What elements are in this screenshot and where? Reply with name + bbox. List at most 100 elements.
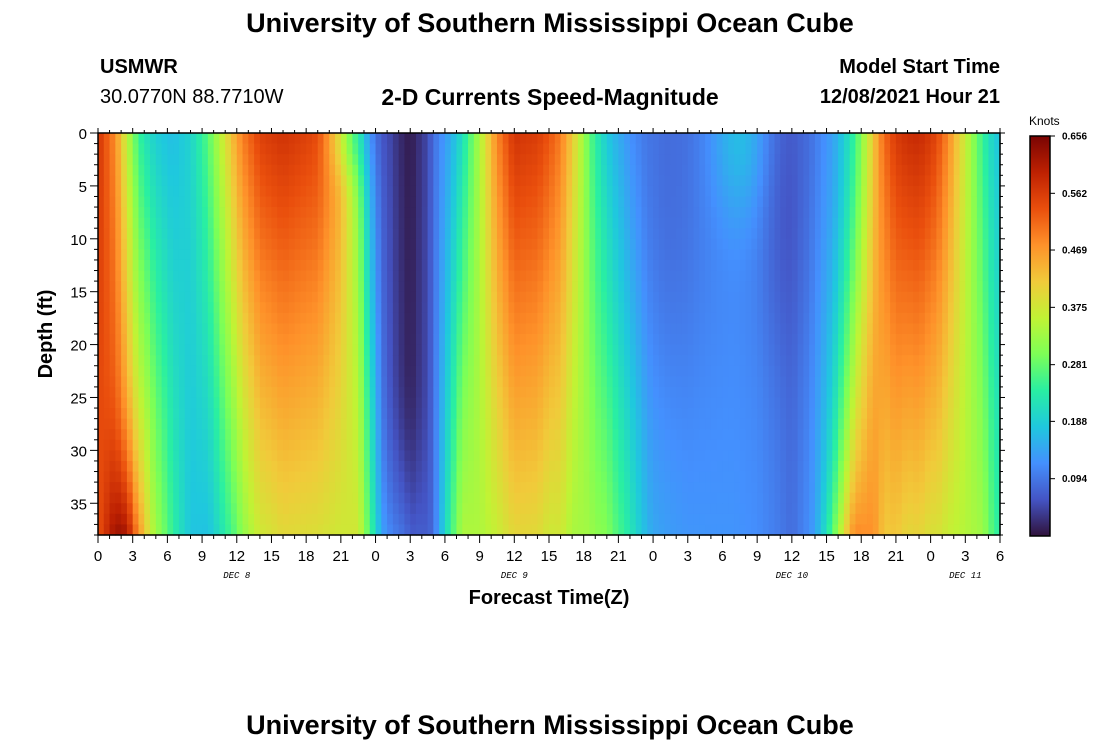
heatmap-cell bbox=[173, 418, 180, 430]
heatmap-cell bbox=[751, 334, 758, 346]
heatmap-cell bbox=[647, 450, 654, 462]
heatmap-cell bbox=[178, 450, 186, 462]
heatmap-cell bbox=[525, 397, 533, 409]
heatmap-cell bbox=[693, 408, 700, 420]
heatmap-cell bbox=[496, 397, 504, 409]
heatmap-cell bbox=[126, 249, 134, 261]
heatmap-cell bbox=[479, 439, 486, 451]
heatmap-cell bbox=[745, 513, 752, 526]
heatmap-cell bbox=[213, 291, 221, 303]
heatmap-cell bbox=[618, 207, 625, 219]
heatmap-cell bbox=[196, 386, 203, 399]
heatmap-cell bbox=[491, 323, 498, 335]
heatmap-cell bbox=[254, 429, 261, 441]
heatmap-cell bbox=[814, 513, 822, 526]
heatmap-cell bbox=[294, 291, 301, 303]
heatmap-cell bbox=[751, 143, 758, 155]
heatmap-cell bbox=[375, 418, 382, 430]
heatmap-cell bbox=[514, 185, 521, 198]
heatmap-cell bbox=[786, 249, 793, 261]
heatmap-cell bbox=[485, 249, 492, 261]
heatmap-cell bbox=[416, 164, 423, 176]
heatmap-cell bbox=[820, 185, 828, 198]
heatmap-cell bbox=[219, 482, 226, 494]
heatmap-cell bbox=[323, 471, 330, 483]
heatmap-cell bbox=[710, 482, 718, 494]
heatmap-cell bbox=[554, 503, 562, 515]
heatmap-cell bbox=[230, 334, 238, 346]
heatmap-cell bbox=[283, 408, 290, 420]
heatmap-cell bbox=[190, 429, 197, 441]
heatmap-cell bbox=[294, 355, 301, 367]
heatmap-cell bbox=[329, 154, 336, 166]
heatmap-cell bbox=[288, 471, 296, 483]
heatmap-cell bbox=[340, 482, 348, 494]
heatmap-cell bbox=[485, 207, 492, 219]
heatmap-cell bbox=[653, 185, 660, 198]
heatmap-cell bbox=[705, 429, 712, 441]
heatmap-cell bbox=[826, 259, 833, 272]
heatmap-cell bbox=[294, 143, 301, 155]
heatmap-cell bbox=[560, 429, 567, 441]
heatmap-cell bbox=[202, 175, 209, 187]
heatmap-cell bbox=[525, 154, 533, 166]
heatmap-cell bbox=[196, 503, 203, 515]
heatmap-cell bbox=[306, 460, 313, 473]
heatmap-cell bbox=[115, 323, 122, 335]
heatmap-cell bbox=[849, 217, 857, 229]
heatmap-cell bbox=[352, 355, 359, 367]
heatmap-cell bbox=[624, 376, 631, 388]
heatmap-cell bbox=[618, 175, 625, 187]
heatmap-cell bbox=[421, 376, 429, 388]
heatmap-cell bbox=[300, 344, 307, 356]
heatmap-cell bbox=[514, 365, 521, 377]
heatmap-cell bbox=[728, 154, 735, 166]
heatmap-cell bbox=[809, 408, 816, 420]
heatmap-cell bbox=[583, 164, 591, 176]
heatmap-cell bbox=[722, 460, 729, 473]
heatmap-cell bbox=[468, 228, 475, 240]
heatmap-cell bbox=[653, 238, 660, 250]
heatmap-cell bbox=[144, 365, 151, 377]
heatmap-cell bbox=[843, 492, 851, 504]
heatmap-cell bbox=[103, 460, 111, 473]
heatmap-cell bbox=[121, 439, 128, 451]
heatmap-cell bbox=[496, 143, 504, 155]
heatmap-cell bbox=[283, 270, 290, 282]
heatmap-cell bbox=[537, 164, 544, 176]
heatmap-cell bbox=[670, 460, 677, 473]
heatmap-cell bbox=[514, 471, 521, 483]
heatmap-cell bbox=[265, 460, 273, 473]
heatmap-cell bbox=[363, 154, 371, 166]
heatmap-cell bbox=[531, 386, 539, 399]
heatmap-cell bbox=[531, 143, 539, 155]
heatmap-cell bbox=[554, 302, 562, 314]
heatmap-cell bbox=[277, 175, 284, 187]
heatmap-cell bbox=[404, 524, 411, 536]
heatmap-cell bbox=[635, 344, 643, 356]
heatmap-cell bbox=[745, 143, 752, 155]
heatmap-cell bbox=[618, 249, 625, 261]
heatmap-cell bbox=[514, 397, 521, 409]
heatmap-cell bbox=[433, 386, 440, 399]
heatmap-cell bbox=[774, 397, 781, 409]
heatmap-cell bbox=[346, 133, 354, 145]
heatmap-cell bbox=[820, 386, 828, 399]
heatmap-cell bbox=[416, 376, 423, 388]
heatmap-cell bbox=[369, 302, 377, 314]
heatmap-cell bbox=[508, 228, 515, 240]
heatmap-cell bbox=[121, 482, 128, 494]
heatmap-cell bbox=[254, 460, 261, 473]
heatmap-cell bbox=[786, 344, 793, 356]
heatmap-cell bbox=[786, 439, 793, 451]
heatmap-cell bbox=[294, 154, 301, 166]
heatmap-cell bbox=[473, 323, 481, 335]
heatmap-cell bbox=[537, 334, 544, 346]
heatmap-cell bbox=[207, 238, 215, 250]
heatmap-cell bbox=[346, 492, 354, 504]
heatmap-cell bbox=[167, 513, 174, 526]
heatmap-cell bbox=[410, 344, 417, 356]
heatmap-cell bbox=[722, 259, 729, 272]
heatmap-cell bbox=[635, 207, 643, 219]
heatmap-cell bbox=[144, 154, 151, 166]
